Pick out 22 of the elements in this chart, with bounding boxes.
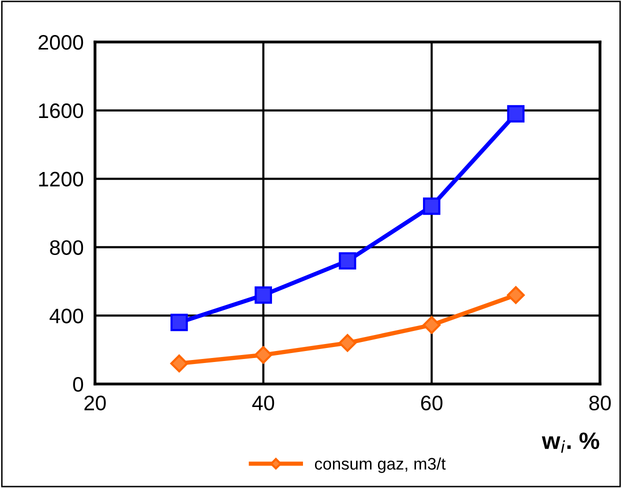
y-tick-label: 800 xyxy=(50,240,84,255)
point xyxy=(506,286,525,304)
legend-label: consum gaz, m3/t xyxy=(314,457,446,473)
x-tick-label: 20 xyxy=(84,396,106,410)
y-tick-label: 1200 xyxy=(39,172,84,187)
point xyxy=(170,354,188,372)
point xyxy=(338,252,356,270)
y-tick-label: 0 xyxy=(73,377,84,392)
y-tick-label: 1600 xyxy=(39,103,84,118)
point xyxy=(422,316,441,334)
x-axis-title: w$_{i}$. % xyxy=(542,432,600,453)
x-tick-label: 60 xyxy=(421,396,442,410)
point xyxy=(254,346,272,364)
y-tick-label: 400 xyxy=(50,308,84,324)
y-tick-label: 2000 xyxy=(38,35,84,50)
x-tick-label: 80 xyxy=(589,396,611,410)
point xyxy=(254,286,272,304)
point xyxy=(507,105,525,123)
point xyxy=(170,314,188,332)
point xyxy=(422,197,440,215)
point xyxy=(338,334,356,352)
x-tick-label: 40 xyxy=(252,396,274,410)
